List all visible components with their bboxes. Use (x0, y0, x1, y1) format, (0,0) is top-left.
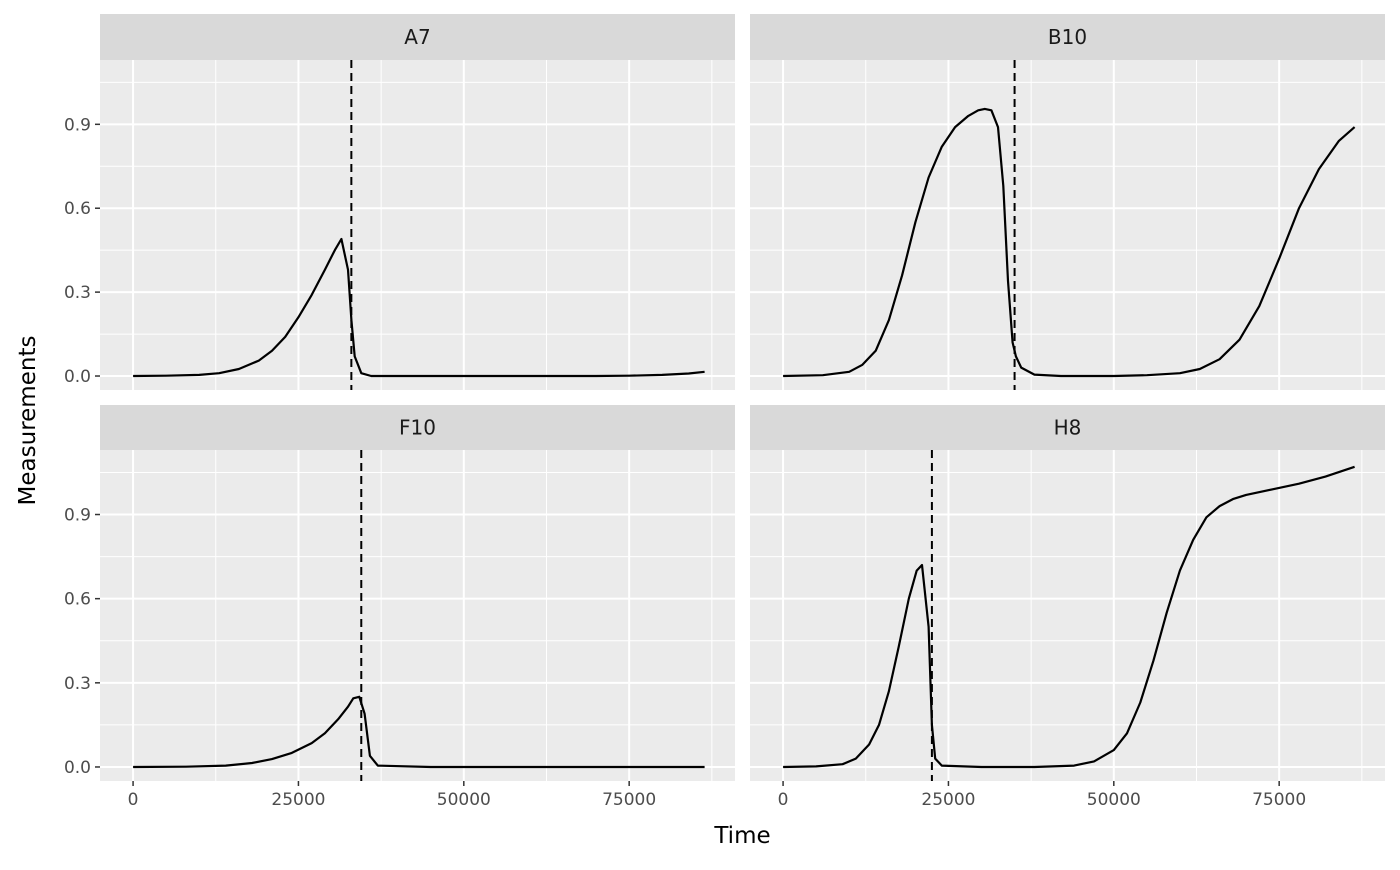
panel-h8-x-tick-label: 25000 (921, 790, 975, 810)
panel-f10-x-tick-label: 75000 (602, 790, 656, 810)
panel-b10-strip-label: B10 (1048, 25, 1087, 49)
panel-a7-strip-label: A7 (404, 25, 430, 49)
panel-a7: A7 0.0 0.3 0.6 0.9 (64, 14, 735, 390)
panel-f10-series-line-0 (133, 695, 705, 769)
panel-a7-y-tick-label: 0.3 (64, 283, 91, 303)
panel-a7-y-tick-label: 0.9 (64, 115, 91, 135)
panel-f10-x-tick-label: 0 (128, 790, 139, 810)
panel-f10-strip-label: F10 (399, 416, 436, 440)
panel-a7-strip (100, 14, 735, 60)
panel-a7-y-tick-label: 0.6 (64, 199, 91, 219)
panel-h8-strip-label: H8 (1054, 416, 1082, 440)
panel-h8-strip (750, 405, 1385, 450)
panel-h8: H8 0 25000 50000 75000 (750, 405, 1385, 810)
panel-h8-x-tick-label: 75000 (1252, 790, 1306, 810)
panel-a7-series-line-0 (133, 237, 705, 378)
panel-h8-series-line-0 (783, 465, 1355, 769)
panel-h8-x-tick-label: 50000 (1087, 790, 1141, 810)
panel-b10-background (750, 60, 1385, 390)
panel-f10-strip (100, 405, 735, 450)
panel-f10-y-tick-label: 0.6 (64, 590, 91, 610)
panel-a7-y-tick-label: 0.0 (64, 367, 91, 387)
x-axis-title: Time (713, 823, 770, 849)
panel-f10-x-tick-label: 25000 (271, 790, 325, 810)
y-axis-title: Measurements (15, 336, 41, 506)
panel-f10-background (100, 450, 735, 781)
panel-a7-background (100, 60, 735, 390)
panel-b10-series-line-0 (783, 107, 1356, 378)
panel-f10-y-tick-label: 0.3 (64, 674, 91, 694)
panel-b10: B10 (750, 14, 1385, 390)
panel-h8-x-tick-label: 0 (778, 790, 789, 810)
panel-f10: F10 0.0 0.3 0.6 0.9 0 25000 50000 75000 (64, 405, 735, 810)
panel-f10-x-tick-label: 50000 (437, 790, 491, 810)
panel-h8-background (750, 450, 1385, 781)
panel-f10-y-tick-label: 0.9 (64, 506, 91, 526)
panel-b10-strip (750, 14, 1385, 60)
panel-f10-y-tick-label: 0.0 (64, 758, 91, 778)
